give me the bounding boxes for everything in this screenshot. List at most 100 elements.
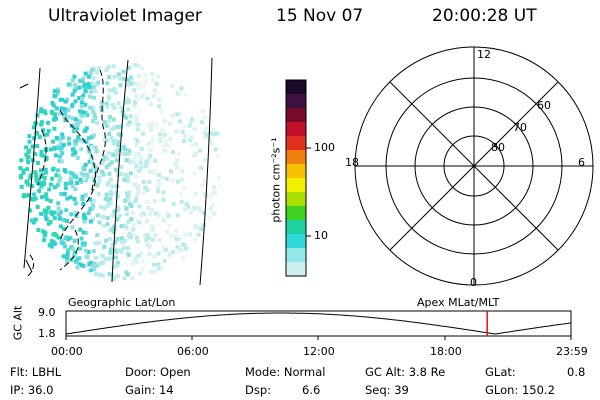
uv-pixel [97, 220, 102, 225]
uv-pixel [130, 78, 135, 83]
uv-pixel [73, 99, 78, 104]
uv-pixel [113, 138, 118, 143]
uv-pixel [124, 212, 129, 217]
uv-pixel [28, 208, 33, 213]
uv-pixel [51, 166, 56, 171]
uv-pixel [87, 149, 92, 154]
uv-pixel [96, 191, 101, 196]
uv-pixel [122, 113, 127, 118]
uv-pixel [31, 125, 36, 130]
uv-pixel [148, 212, 153, 217]
uv-pixel [42, 238, 47, 243]
uv-pixel [144, 160, 149, 164]
uv-pixel [51, 232, 56, 237]
uv-pixel [127, 120, 132, 125]
uv-pixel [175, 245, 180, 250]
uv-pixel [147, 99, 152, 104]
uv-pixel [21, 168, 26, 173]
altitude-xticks [65, 336, 572, 340]
uv-pixel [71, 246, 76, 251]
uv-pixel [119, 224, 124, 229]
uv-pixel [41, 229, 46, 234]
uv-pixel [43, 211, 48, 216]
color-scale-segment [286, 262, 306, 277]
uv-pixel [28, 175, 33, 180]
uv-pixel [125, 197, 130, 202]
uv-pixel [70, 225, 75, 230]
uv-pixel [79, 100, 84, 105]
uv-pixel [128, 75, 133, 80]
uv-pixel [111, 64, 116, 69]
uv-pixel [68, 257, 73, 261]
uv-pixel [128, 81, 133, 86]
uv-pixel [114, 249, 119, 254]
uv-pixel [180, 130, 185, 135]
uv-pixel [63, 181, 68, 186]
uv-pixel [135, 153, 140, 158]
uv-pixel [100, 273, 105, 278]
uv-pixel [126, 192, 131, 197]
uv-pixel [119, 105, 124, 110]
uv-pixel [135, 127, 140, 132]
uv-pixel [144, 237, 149, 242]
uv-pixel [82, 219, 87, 224]
uv-pixel [122, 177, 127, 182]
uv-pixel [134, 164, 139, 169]
uv-pixel [107, 272, 112, 276]
uv-pixel [140, 259, 145, 264]
uv-pixel [35, 181, 40, 186]
uv-pixel [91, 217, 96, 222]
uv-pixel [94, 167, 99, 172]
uv-pixel [140, 267, 145, 272]
uv-pixel [83, 71, 88, 76]
uv-pixel [157, 104, 162, 109]
uv-pixel [125, 174, 130, 179]
uv-pixel [130, 210, 135, 215]
uv-pixel [111, 153, 116, 158]
uv-pixel [50, 212, 55, 217]
uv-pixel [170, 250, 175, 255]
uv-pixel [75, 121, 80, 126]
uv-pixel [94, 149, 99, 154]
uv-pixel [141, 83, 146, 88]
uv-pixel [202, 193, 207, 198]
uv-pixel [146, 236, 151, 240]
uv-pixel [72, 197, 77, 202]
uv-pixel [104, 68, 109, 73]
uv-pixel [63, 118, 68, 123]
uv-pixel [105, 182, 110, 187]
uv-pixel [148, 148, 153, 153]
uv-pixel [19, 158, 24, 163]
color-scale-segment [286, 80, 306, 95]
uv-pixel [164, 139, 168, 144]
uv-pixel [113, 90, 118, 95]
uv-pixel [35, 131, 40, 136]
uv-pixel [126, 77, 130, 82]
uv-pixel [52, 145, 57, 150]
uv-pixel [86, 211, 91, 215]
uv-pixel [147, 161, 152, 166]
uv-pixel [208, 206, 213, 211]
uv-pixel [52, 210, 57, 215]
uv-pixel [37, 135, 42, 140]
uv-pixel [105, 156, 110, 161]
uv-pixel [112, 224, 117, 229]
color-scale-segment [286, 220, 306, 235]
uv-pixel [170, 83, 175, 88]
uv-pixel [176, 89, 181, 94]
uv-pixel [33, 170, 38, 175]
uv-pixel [44, 217, 49, 221]
uv-pixel [115, 260, 120, 265]
uv-pixel [134, 93, 139, 98]
uv-pixel [52, 241, 57, 246]
uv-pixel [63, 107, 68, 112]
colorbar-unit-label: photon cm⁻²s⁻¹ [269, 137, 283, 223]
uv-pixel [200, 108, 205, 113]
uv-pixel [174, 237, 179, 242]
uv-pixel [91, 119, 96, 123]
uv-pixel [203, 115, 207, 120]
uv-pixel [212, 211, 217, 216]
uv-pixel [30, 197, 35, 202]
uv-pixel [70, 184, 75, 189]
uv-pixel [87, 94, 92, 99]
